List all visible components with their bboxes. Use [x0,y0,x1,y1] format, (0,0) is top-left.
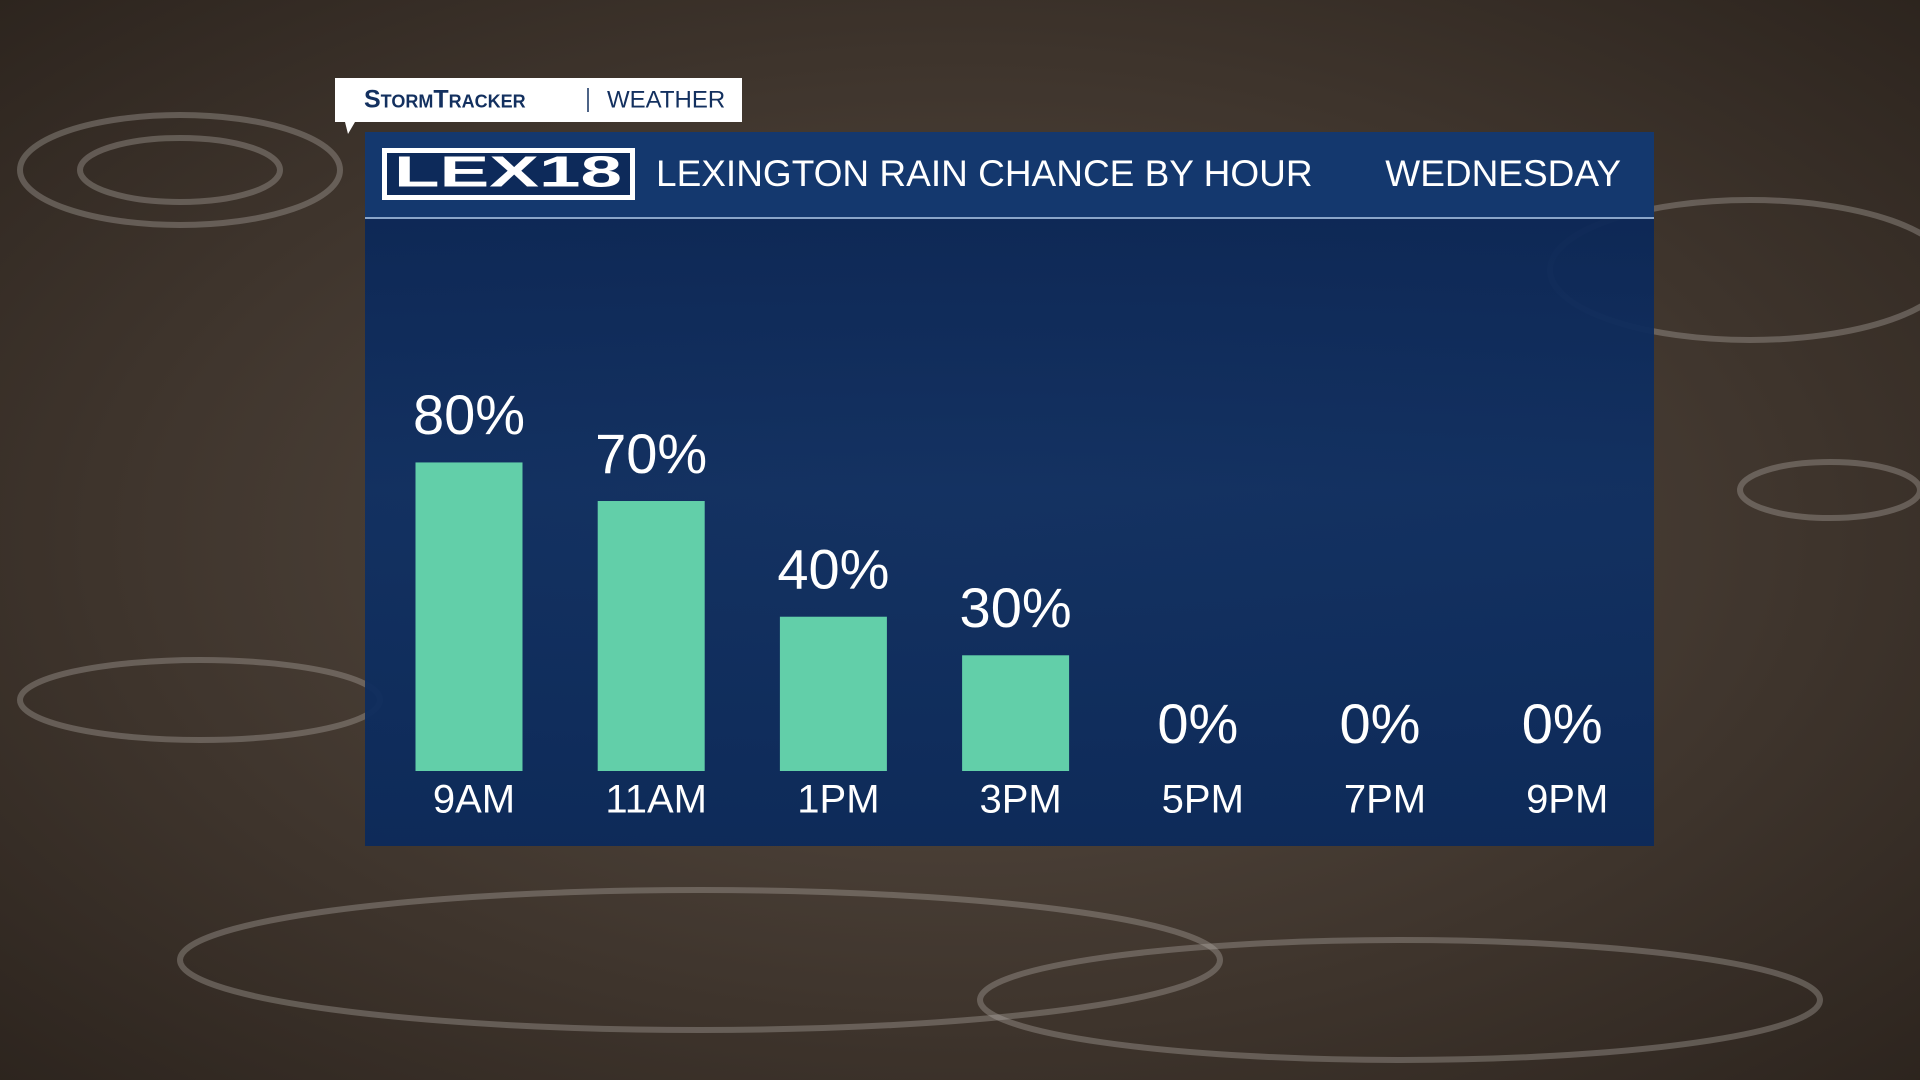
logo-inner [387,153,630,195]
logo: LEX18 [394,148,622,197]
value-label: 30% [960,576,1072,639]
bar [415,462,523,771]
x-tick-label: 9PM [1526,778,1608,822]
ripples [17,112,1920,1063]
value-label: 80% [413,383,525,446]
x-tick-label: 7PM [1344,778,1426,822]
value-label: 40% [777,538,889,601]
x-tick-label: 1PM [797,778,879,822]
value-label: 70% [595,422,707,485]
x-tick-label: 5PM [1162,778,1244,822]
chart-title: LEXINGTON RAIN CHANCE BY HOUR [656,153,1313,194]
bar [597,501,705,771]
brand: StormTracker [364,86,526,114]
value-label: 0% [1340,692,1421,755]
section: WEATHER [607,86,725,113]
bar [779,616,887,771]
x-tick-label: 3PM [979,778,1061,822]
x-tick-label: 11AM [605,778,707,822]
bar [962,655,1070,771]
brand-tab [335,78,742,134]
x-tick-label: 9AM [433,778,515,822]
value-label: 0% [1522,692,1603,755]
chart-subtitle: WEDNESDAY [1385,153,1621,194]
value-label: 0% [1157,692,1238,755]
